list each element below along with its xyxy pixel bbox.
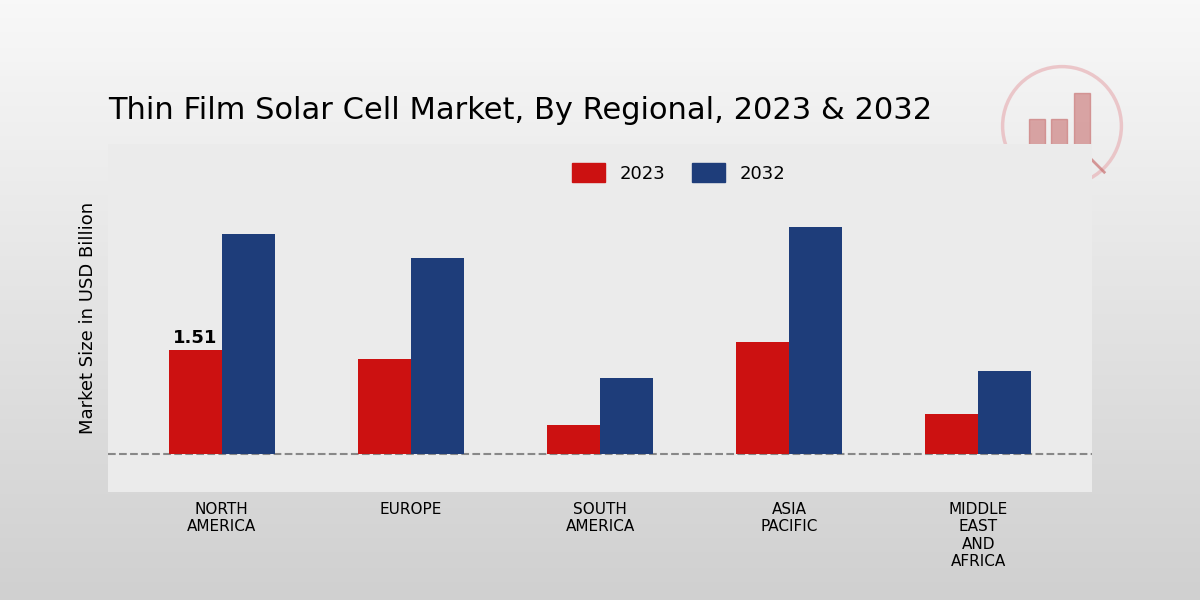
Bar — [410, 258, 463, 454]
Bar — [1030, 119, 1045, 152]
Bar — [1051, 119, 1067, 166]
Bar — [925, 414, 978, 454]
Legend: 2023, 2032: 2023, 2032 — [572, 163, 785, 183]
Bar — [1074, 93, 1090, 152]
Bar — [790, 227, 842, 454]
Y-axis label: Market Size in USD Billion: Market Size in USD Billion — [79, 202, 97, 434]
Text: Thin Film Solar Cell Market, By Regional, 2023 & 2032: Thin Film Solar Cell Market, By Regional… — [108, 96, 932, 125]
Bar — [547, 425, 600, 454]
Bar — [600, 378, 653, 454]
Bar — [358, 359, 410, 454]
Text: 1.51: 1.51 — [173, 329, 217, 347]
Bar — [222, 233, 275, 454]
Bar — [978, 371, 1032, 454]
Bar — [168, 350, 222, 454]
Bar — [737, 343, 790, 454]
